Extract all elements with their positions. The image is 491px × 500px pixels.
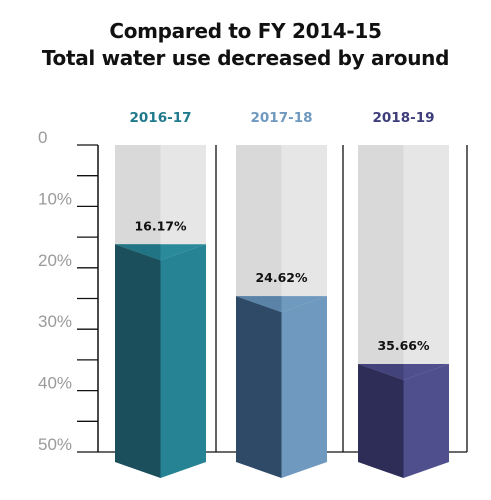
y-tick-label: 20% [38,251,72,270]
y-tick-label: 50% [38,435,72,454]
value-label-3: 35.66% [377,338,430,353]
bar-front-right-3 [403,363,449,478]
year-label-1: 2016-17 [130,110,192,126]
bar-top-shade-1 [115,244,161,261]
y-tick-label: 40% [38,374,72,393]
bar-top-shade-2 [236,296,282,313]
bar-front-right-2 [281,296,327,478]
bar-front-left-1 [115,244,161,478]
bar-top-shade-3 [358,363,404,380]
value-label-1: 16.17% [134,218,187,233]
y-tick-label: 0 [38,128,47,147]
year-label-2: 2017-18 [251,110,313,126]
chart-title-line-1: Compared to FY 2014-15 [109,19,382,43]
year-label-3: 2018-19 [373,110,435,126]
bar-front-left-2 [236,296,282,478]
y-tick-label: 30% [38,312,72,331]
chart-title: Compared to FY 2014-15 Total water use d… [0,18,491,72]
chart-title-line-2: Total water use decreased by around [41,46,450,70]
bar-front-left-3 [358,363,404,478]
value-label-2: 24.62% [255,270,308,285]
bar-front-right-1 [160,244,206,478]
y-tick-label: 10% [38,189,72,208]
